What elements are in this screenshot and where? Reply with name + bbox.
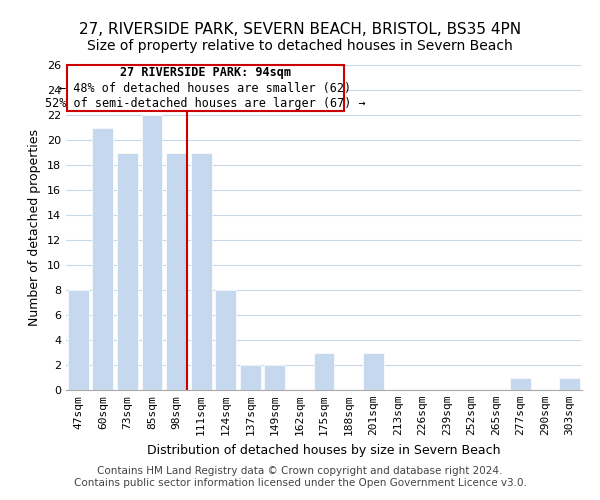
- Bar: [510, 378, 531, 390]
- Text: 27 RIVERSIDE PARK: 94sqm: 27 RIVERSIDE PARK: 94sqm: [120, 66, 291, 79]
- X-axis label: Distribution of detached houses by size in Severn Beach: Distribution of detached houses by size …: [147, 444, 501, 456]
- Bar: [68, 290, 89, 390]
- Y-axis label: Number of detached properties: Number of detached properties: [28, 129, 41, 326]
- Bar: [166, 152, 187, 390]
- Bar: [362, 352, 383, 390]
- Bar: [191, 152, 212, 390]
- Bar: [559, 378, 580, 390]
- Text: Size of property relative to detached houses in Severn Beach: Size of property relative to detached ho…: [87, 39, 513, 53]
- Text: Contains HM Land Registry data © Crown copyright and database right 2024.
Contai: Contains HM Land Registry data © Crown c…: [74, 466, 526, 487]
- Text: ← 48% of detached houses are smaller (62): ← 48% of detached houses are smaller (62…: [59, 82, 352, 94]
- Bar: [240, 365, 261, 390]
- Bar: [117, 152, 138, 390]
- Bar: [265, 365, 286, 390]
- Bar: [142, 115, 163, 390]
- Text: 27, RIVERSIDE PARK, SEVERN BEACH, BRISTOL, BS35 4PN: 27, RIVERSIDE PARK, SEVERN BEACH, BRISTO…: [79, 22, 521, 38]
- Text: 52% of semi-detached houses are larger (67) →: 52% of semi-detached houses are larger (…: [45, 96, 366, 110]
- Bar: [67, 65, 344, 112]
- Bar: [92, 128, 113, 390]
- Bar: [215, 290, 236, 390]
- Bar: [314, 352, 334, 390]
